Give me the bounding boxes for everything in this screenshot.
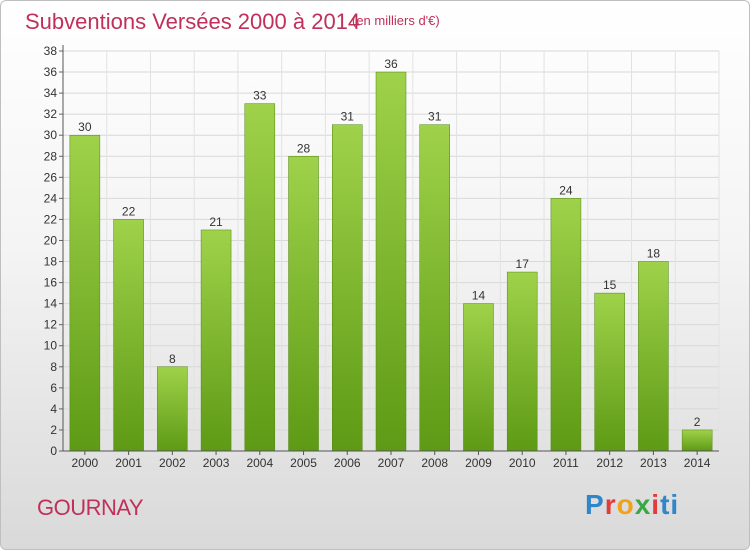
bar-2004 xyxy=(244,103,276,452)
y-tick-label: 22 xyxy=(44,212,58,226)
x-tick-label: 2013 xyxy=(640,456,667,470)
chart-title: Subventions Versées 2000 à 2014 xyxy=(25,9,361,34)
y-tick-label: 28 xyxy=(44,149,58,163)
x-tick-label: 2002 xyxy=(159,456,186,470)
bar-2009 xyxy=(463,303,494,452)
bar-2008 xyxy=(419,124,450,452)
bars xyxy=(69,71,713,452)
logo-letter: i xyxy=(670,489,680,520)
y-tick-label: 18 xyxy=(44,255,58,269)
data-label: 18 xyxy=(647,247,661,261)
x-tick-label: 2008 xyxy=(421,456,448,470)
y-tick-label: 32 xyxy=(44,107,58,121)
data-label: 17 xyxy=(516,257,530,271)
x-axis: 2000 2001 2002 2003 2004 2005 2006 2007 2008 2009… xyxy=(63,450,719,470)
x-tick-label: 2007 xyxy=(378,456,405,470)
bar-2007 xyxy=(375,71,407,452)
chart-subtitle: (en milliers d'€) xyxy=(352,13,440,28)
y-tick-label: 8 xyxy=(50,360,57,374)
data-label: 21 xyxy=(209,215,223,229)
logo-letter: t xyxy=(660,489,671,520)
x-tick-label: 2000 xyxy=(72,456,99,470)
data-label: 36 xyxy=(384,57,398,71)
bar-2003 xyxy=(200,229,232,452)
bar-2006 xyxy=(332,124,363,452)
y-tick-label: 0 xyxy=(50,444,57,458)
bar-2011 xyxy=(550,198,582,452)
y-tick-label: 4 xyxy=(50,402,57,416)
proxiti-logo[interactable]: Proxiti xyxy=(585,489,679,521)
y-tick-label: 14 xyxy=(44,297,58,311)
data-label: 31 xyxy=(341,110,355,124)
data-label: 2 xyxy=(694,415,701,429)
bar-2000 xyxy=(69,134,101,452)
bar-2013 xyxy=(638,261,669,452)
y-tick-label: 20 xyxy=(44,233,58,247)
x-tick-label: 2003 xyxy=(203,456,230,470)
data-labels: 30 22 8 21 33 28 31 36 31 14 17 24 15 18 2 xyxy=(78,57,701,429)
data-label: 8 xyxy=(169,352,176,366)
logo-letter: P xyxy=(585,489,605,520)
commune-name: GOURNAY xyxy=(37,495,144,520)
data-label: 28 xyxy=(297,141,311,155)
logo-letter: r xyxy=(604,489,617,520)
data-label: 33 xyxy=(253,89,267,103)
y-tick-label: 30 xyxy=(44,128,58,142)
x-tick-label: 2005 xyxy=(290,456,317,470)
x-tick-label: 2009 xyxy=(465,456,492,470)
x-tick-label: 2001 xyxy=(115,456,142,470)
data-label: 14 xyxy=(472,289,486,303)
data-label: 31 xyxy=(428,110,442,124)
logo-letter: o xyxy=(616,489,635,520)
bar-2010 xyxy=(506,271,538,452)
y-tick-label: 38 xyxy=(44,44,58,58)
y-tick-label: 2 xyxy=(50,423,57,437)
y-tick-label: 12 xyxy=(44,318,58,332)
logo-letter: x xyxy=(634,489,652,520)
x-tick-label: 2012 xyxy=(596,456,623,470)
y-tick-label: 16 xyxy=(44,276,58,290)
bar-2012 xyxy=(594,292,625,452)
bar-2002 xyxy=(157,366,188,452)
data-label: 24 xyxy=(559,183,573,197)
x-tick-label: 2010 xyxy=(509,456,536,470)
y-tick-label: 10 xyxy=(44,339,58,353)
y-tick-label: 24 xyxy=(44,191,58,205)
y-tick-label: 34 xyxy=(44,86,58,100)
y-tick-label: 6 xyxy=(50,381,57,395)
data-label: 30 xyxy=(78,120,92,134)
y-tick-label: 26 xyxy=(44,170,58,184)
data-label: 15 xyxy=(603,278,617,292)
bar-2014 xyxy=(681,429,713,452)
x-tick-label: 2006 xyxy=(334,456,361,470)
bar-2005 xyxy=(288,156,319,452)
x-tick-label: 2011 xyxy=(553,456,579,470)
y-tick-label: 36 xyxy=(44,65,58,79)
x-tick-label: 2004 xyxy=(246,456,273,470)
logo-letter: i xyxy=(651,489,661,520)
bar-2001 xyxy=(113,219,144,452)
data-label: 22 xyxy=(122,204,136,218)
x-tick-label: 2014 xyxy=(684,456,711,470)
